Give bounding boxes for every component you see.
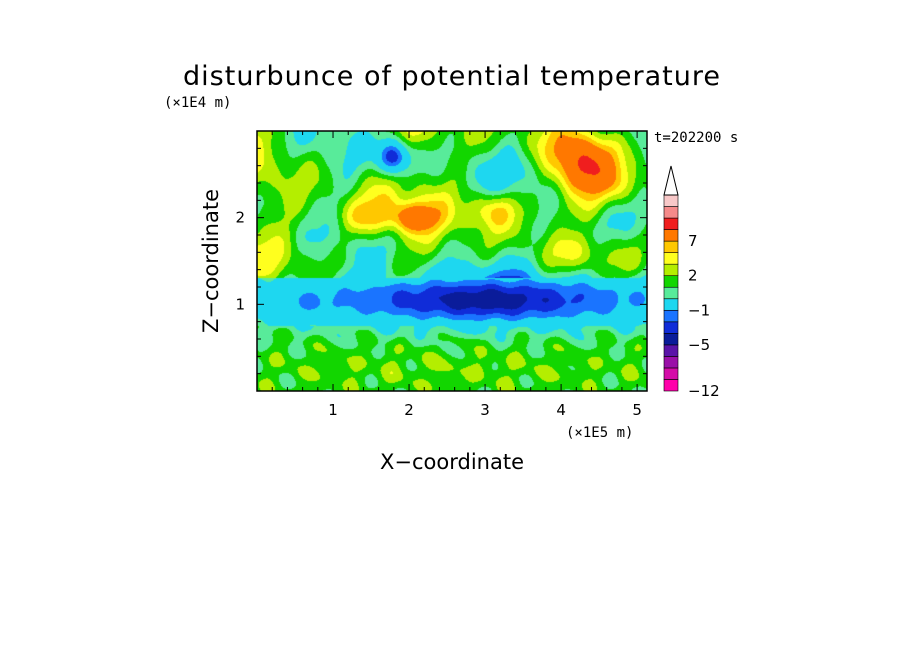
- heatmap-field: [257, 131, 647, 391]
- colorbar-segment: [663, 379, 679, 392]
- colorbar-tick-label: −12: [688, 382, 720, 400]
- colorbar-segment: [663, 333, 679, 346]
- colorbar-extension-arrow: [663, 165, 679, 196]
- colorbar-segment: [663, 321, 679, 334]
- colorbar-segment: [663, 367, 679, 380]
- axis-ticks: 1 2 3 4 5 1 2: [235, 131, 647, 419]
- y-tick-label: 1: [235, 295, 245, 313]
- colorbar-segment: [663, 275, 679, 288]
- colorbar-segment: [663, 286, 679, 300]
- colorbar-segment: [663, 309, 679, 323]
- colorbar-segment: [663, 263, 679, 277]
- x-axis-label: X−coordinate: [380, 450, 524, 474]
- x-tick-label: 2: [404, 401, 414, 419]
- y-tick-label: 2: [235, 209, 245, 227]
- x-tick-label: 4: [556, 401, 566, 419]
- colorbar-segment: [663, 194, 679, 207]
- y-axis-unit: (×1E4 m): [164, 95, 231, 111]
- colorbar-tick-label: 7: [688, 232, 698, 250]
- colorbar-segment: [663, 344, 679, 357]
- time-label: t=202200 s: [654, 130, 738, 146]
- colorbar-segment: [663, 229, 679, 242]
- x-tick-label: 3: [480, 401, 490, 419]
- x-tick-label: 1: [328, 401, 338, 419]
- y-axis-label: Z−coordinate: [199, 189, 223, 333]
- colorbar-segment: [663, 240, 679, 253]
- colorbar-segment: [663, 217, 679, 230]
- colorbar: −12−5−127: [663, 165, 720, 400]
- plot-frame: [256, 130, 648, 392]
- chart-title: disturbunce of potential temperature: [183, 61, 721, 92]
- colorbar-segment: [663, 206, 679, 219]
- colorbar-tick-label: −5: [688, 336, 710, 354]
- x-axis-unit: (×1E5 m): [566, 425, 633, 441]
- colorbar-segment: [663, 252, 679, 265]
- colorbar-tick-label: −1: [688, 301, 710, 319]
- colorbar-segment: [663, 356, 679, 369]
- x-tick-label: 5: [632, 401, 642, 419]
- colorbar-segment: [663, 298, 679, 311]
- colorbar-tick-label: 2: [688, 267, 698, 285]
